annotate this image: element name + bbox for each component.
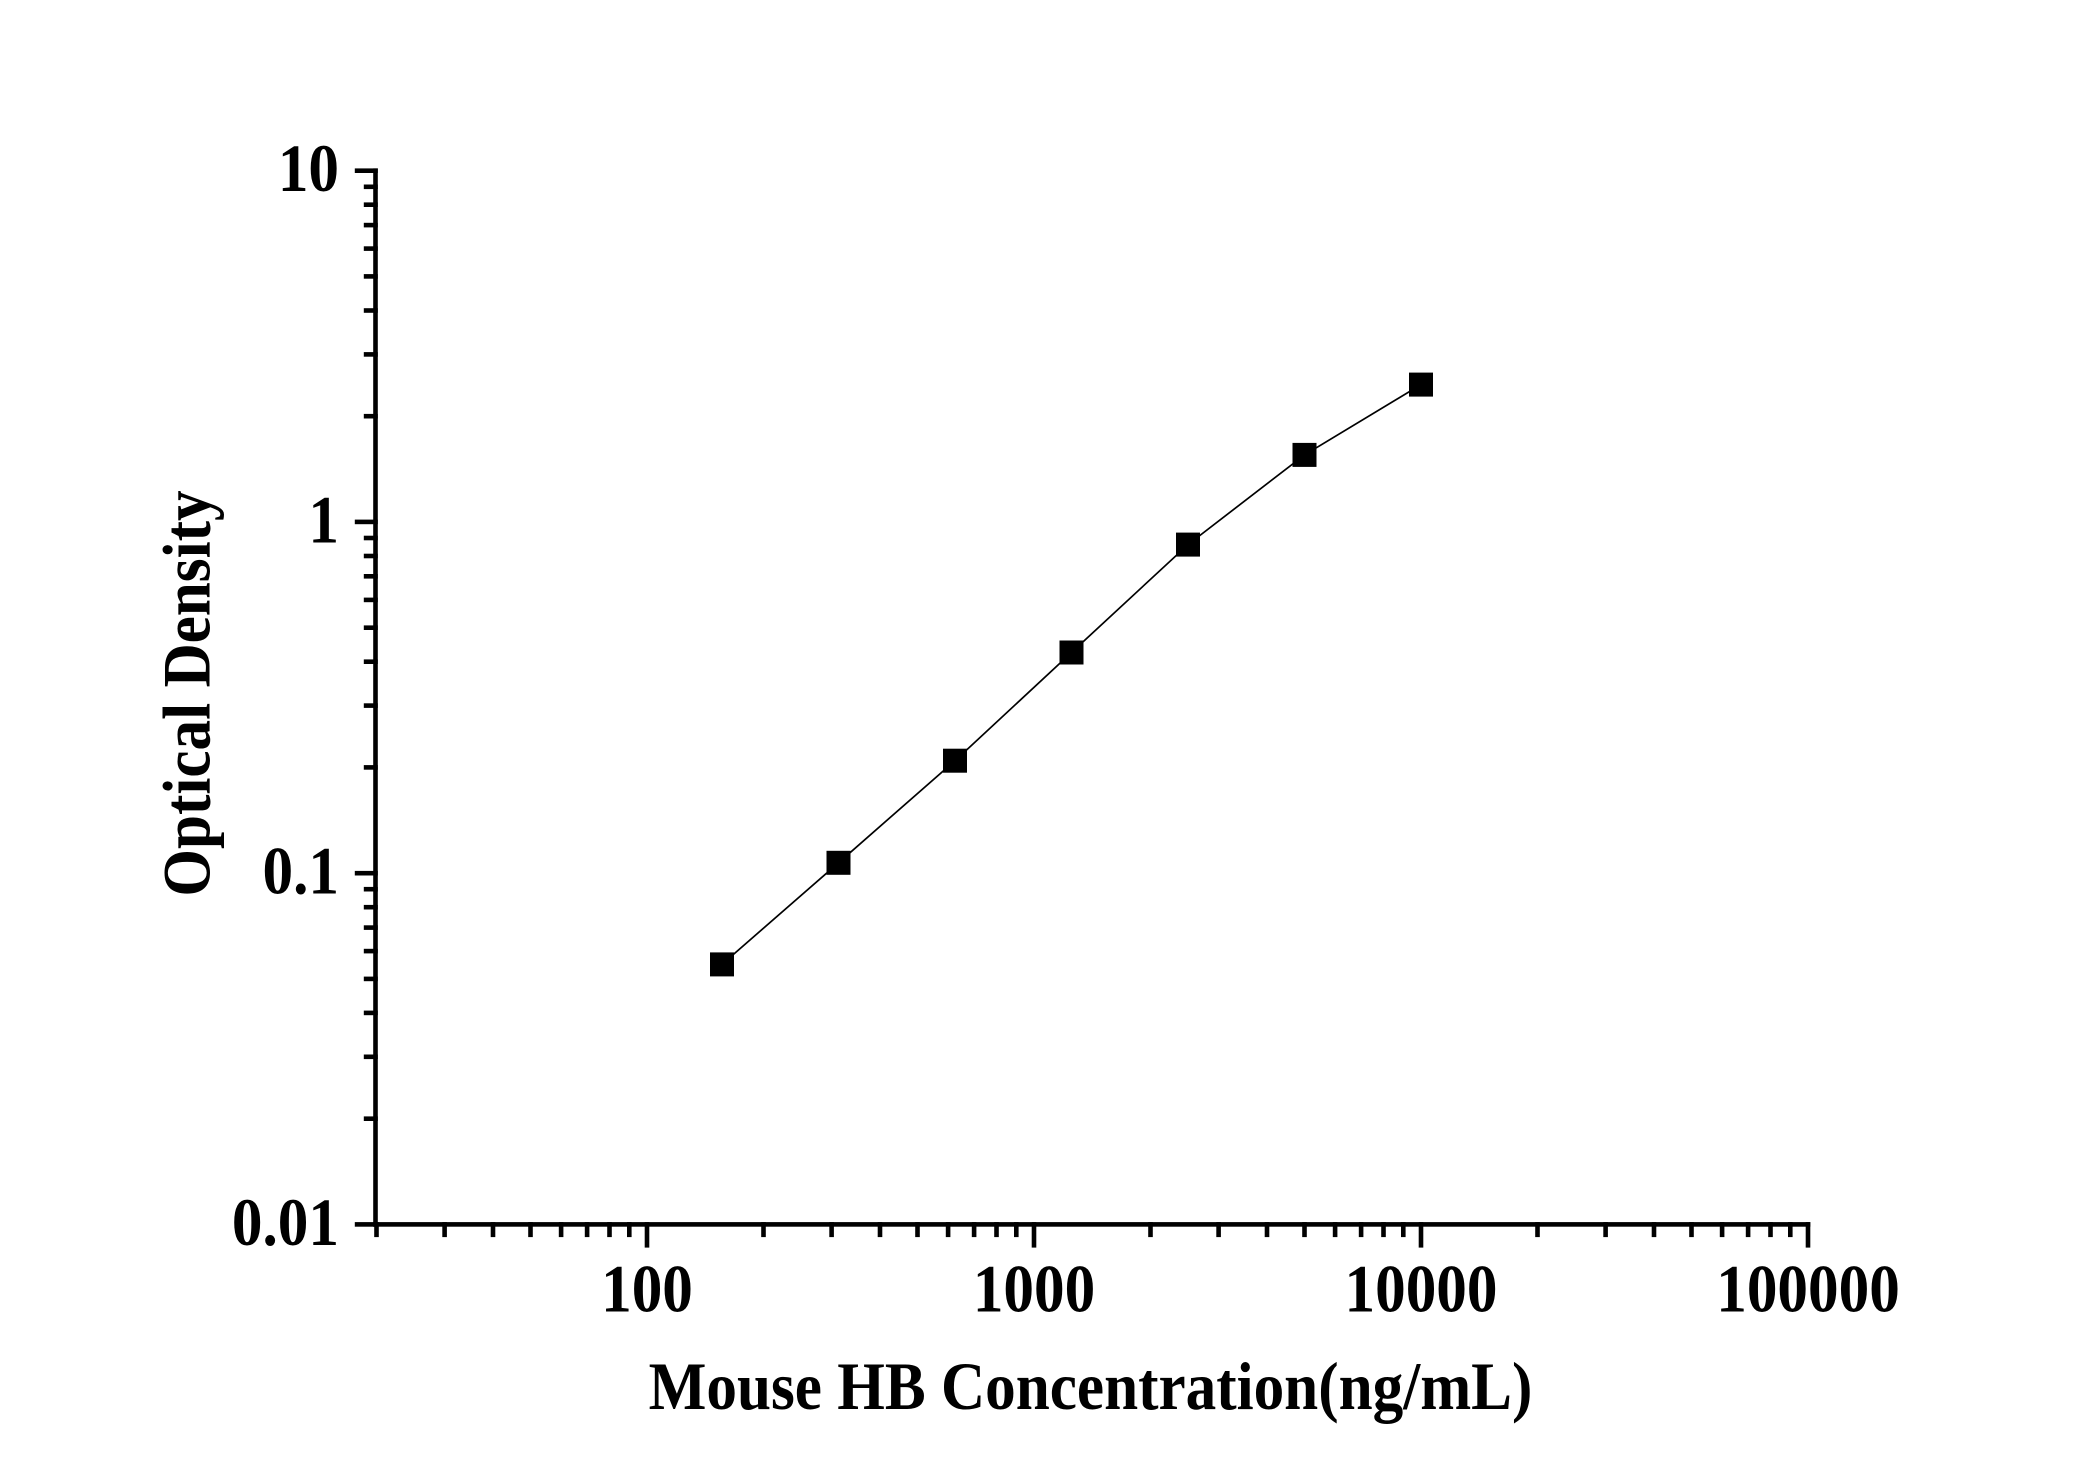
svg-text:100000: 100000 xyxy=(1716,1251,1900,1327)
svg-text:1000: 1000 xyxy=(973,1251,1095,1327)
svg-text:Optical Density: Optical Density xyxy=(148,490,224,896)
svg-text:Mouse HB Concentration(ng/mL): Mouse HB Concentration(ng/mL) xyxy=(649,1348,1533,1425)
svg-text:10000: 10000 xyxy=(1345,1251,1498,1327)
svg-text:0.01: 0.01 xyxy=(232,1184,339,1260)
svg-text:0.1: 0.1 xyxy=(263,833,339,909)
svg-text:10: 10 xyxy=(278,130,339,206)
svg-text:100: 100 xyxy=(601,1251,693,1327)
svg-text:1: 1 xyxy=(308,481,339,557)
